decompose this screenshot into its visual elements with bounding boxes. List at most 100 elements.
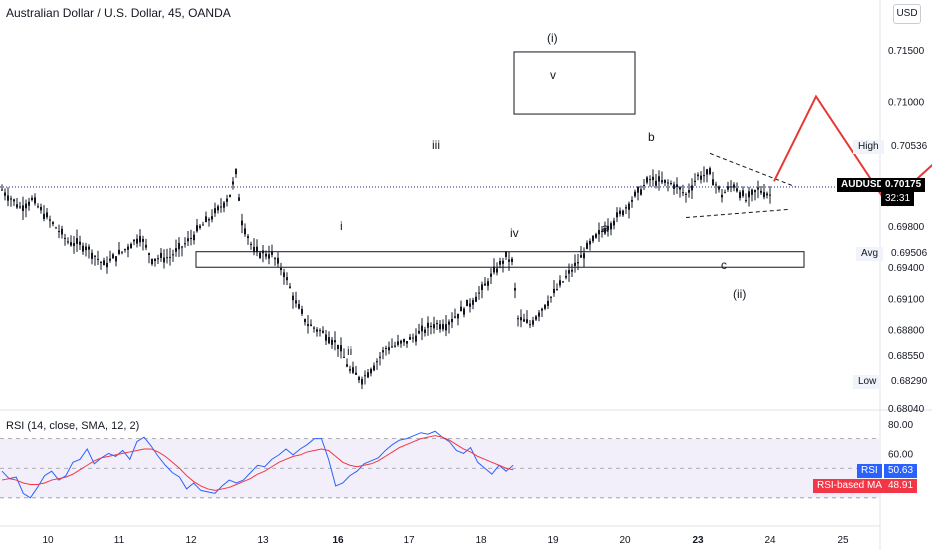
candle-body [235, 169, 237, 175]
price-tick-label: 0.69800 [888, 222, 925, 233]
candle-body [406, 340, 408, 344]
candle-body [307, 324, 309, 327]
rsi-line [1, 430, 514, 499]
candle-body [697, 174, 699, 177]
candle-body [451, 318, 453, 323]
triangle-upper-line [709, 152, 797, 188]
candle-body [37, 206, 39, 208]
rsi-tick-label: 80.00 [888, 420, 913, 431]
candle-body [448, 321, 450, 325]
candle-body [754, 190, 756, 193]
candle-body [148, 253, 150, 256]
candle-body [88, 246, 90, 250]
candle-body [76, 238, 78, 244]
wave-label-c: c [721, 258, 727, 272]
candle-body [121, 251, 123, 253]
time-axis-label: 23 [692, 535, 704, 546]
candle-body [712, 179, 714, 186]
time-axis-label: 20 [619, 535, 631, 546]
candle-body [571, 269, 573, 272]
candle-body [304, 318, 306, 323]
candle-body [220, 206, 222, 208]
candle-body [256, 246, 258, 253]
candle-body [388, 347, 390, 351]
candle-body [706, 169, 708, 175]
time-axis-label: 18 [475, 535, 487, 546]
candle-body [79, 241, 81, 245]
candle-body [415, 335, 417, 342]
candle-body [253, 246, 255, 252]
candle-body [547, 300, 549, 306]
candle-body [592, 235, 594, 242]
candle-body [685, 193, 687, 195]
candle-body [385, 347, 387, 349]
candle-body [484, 283, 486, 286]
candle-body [142, 238, 144, 242]
candle-body [562, 281, 564, 283]
time-axis-label: 13 [257, 535, 269, 546]
candle-body [124, 249, 126, 251]
candle-body [154, 258, 156, 262]
candle-body [343, 356, 345, 358]
candle-body [157, 258, 159, 260]
candle-body [517, 318, 519, 320]
candle-body [520, 317, 522, 321]
candle-body [625, 207, 627, 209]
candle-body [646, 177, 648, 183]
candle-body [715, 184, 717, 186]
rsi-ma-line [1, 435, 514, 491]
candle-body [301, 308, 303, 314]
candle-body [724, 192, 726, 194]
candle-body [232, 181, 234, 185]
candle-body [40, 206, 42, 211]
wave-label-ii: ii [347, 344, 352, 358]
candle-body [745, 199, 747, 201]
candle-body [82, 245, 84, 252]
candle-body [337, 344, 339, 349]
candle-body [718, 186, 720, 190]
candle-body [193, 234, 195, 241]
chart-title: Australian Dollar / U.S. Dollar, 45, OAN… [6, 6, 231, 20]
rsi-value: 50.63 [884, 464, 918, 478]
candle-body [433, 324, 435, 329]
candle-body [322, 330, 324, 333]
candle-body [634, 191, 636, 197]
currency-selector[interactable]: USD [893, 4, 921, 24]
candle-body [478, 292, 480, 294]
candle-body [262, 250, 264, 254]
candle-body [58, 231, 60, 233]
candle-body [472, 300, 474, 305]
candle-body [769, 194, 771, 196]
candle-body [286, 277, 288, 281]
candle-body [514, 287, 516, 291]
candle-body [601, 231, 603, 233]
candle-body [271, 251, 273, 255]
candle-body [334, 340, 336, 343]
wave-label-iv: iv [510, 226, 519, 240]
candle-body [736, 188, 738, 192]
triangle-lower-line [685, 208, 791, 219]
candle-body [43, 213, 45, 219]
price-tick-label: 0.68040 [888, 404, 925, 415]
avg-key: Avg [856, 247, 884, 261]
candle-body [733, 184, 735, 188]
candle-body [679, 187, 681, 190]
candle-body [316, 329, 318, 332]
time-axis-label: 10 [42, 535, 54, 546]
time-axis-label: 19 [547, 535, 559, 546]
candle-body [394, 345, 396, 347]
candle-body [244, 228, 246, 235]
candle-body [535, 316, 537, 320]
candle-body [127, 246, 129, 250]
candle-body [523, 319, 525, 322]
candle-body [52, 222, 54, 225]
candle-body [325, 334, 327, 341]
candle-body [250, 243, 252, 245]
candle-body [643, 185, 645, 187]
candle-body [664, 179, 666, 183]
candle-body [640, 189, 642, 195]
candle-body [190, 237, 192, 239]
candle-body [427, 322, 429, 328]
candle-body [700, 175, 702, 180]
